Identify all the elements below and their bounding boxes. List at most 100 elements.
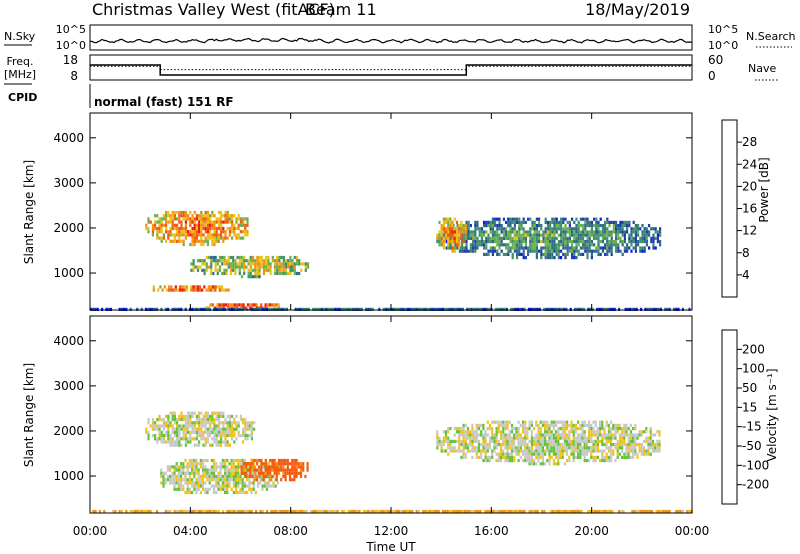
heatmap-cell [217, 307, 220, 311]
heatmap-cell [215, 236, 218, 240]
velocity-heatmap [92, 411, 693, 514]
power-heatmap [90, 210, 691, 311]
heatmap-cell [195, 236, 198, 240]
heatmap-cell [211, 210, 214, 215]
heatmap-cell [235, 490, 238, 495]
heatmap-cell [223, 255, 226, 260]
heatmap-cell [217, 434, 220, 438]
heatmap-cell [228, 217, 231, 221]
heatmap-cell [180, 424, 183, 428]
heatmap-cell [607, 446, 610, 450]
heatmap-cell [516, 220, 519, 224]
x-tick-label: 04:00 [173, 524, 208, 538]
heatmap-cell [623, 436, 626, 440]
heatmap-cell [616, 455, 619, 459]
heatmap-cell [513, 217, 516, 221]
heatmap-cell [566, 446, 569, 450]
heatmap-cell [275, 471, 278, 475]
heatmap-cell [267, 268, 270, 272]
heatmap-cell [493, 436, 496, 440]
heatmap-cell [232, 259, 235, 263]
heatmap-cell [603, 433, 606, 437]
heatmap-cell [288, 471, 292, 475]
heatmap-cell [246, 307, 249, 311]
heatmap-cell [198, 285, 202, 289]
heatmap-cell [641, 236, 644, 240]
heatmap-cell [621, 230, 624, 234]
heatmap-cell [213, 509, 216, 514]
heatmap-cell [202, 481, 205, 485]
heatmap-cell [590, 224, 593, 228]
heatmap-cell [590, 230, 593, 234]
heatmap-cell [559, 436, 562, 440]
heatmap-cell [455, 236, 459, 240]
heatmap-cell [226, 478, 229, 482]
heatmap-cell [171, 217, 174, 221]
heatmap-cell [601, 224, 604, 228]
heatmap-cell [200, 424, 203, 428]
heatmap-cell [222, 214, 225, 218]
heatmap-cell [549, 230, 552, 234]
heatmap-cell [524, 246, 527, 250]
heatmap-cell [608, 246, 611, 250]
heatmap-cell [221, 462, 224, 466]
heatmap-cell [197, 478, 200, 482]
heatmap-cell [506, 439, 509, 443]
heatmap-cell [544, 420, 547, 424]
heatmap-cell [574, 436, 577, 440]
heatmap-cell [615, 240, 618, 244]
heatmap-cell [550, 433, 553, 437]
heatmap-cell [531, 243, 534, 247]
heatmap-cell [526, 452, 529, 456]
heatmap-cell [447, 220, 450, 224]
heatmap-cell [625, 455, 628, 459]
heatmap-cell [637, 509, 640, 514]
heatmap-cell [228, 434, 231, 438]
heatmap-cell [626, 243, 629, 247]
heatmap-cell [596, 436, 599, 440]
heatmap-cell [451, 249, 454, 253]
heatmap-cell [268, 484, 271, 488]
heatmap-cell [546, 224, 549, 228]
heatmap-cell [524, 436, 527, 440]
freq-tick-top: 18 [63, 53, 78, 67]
heatmap-cell [164, 509, 167, 514]
heatmap-cell [535, 233, 538, 237]
heatmap-cell [549, 509, 552, 514]
heatmap-cell [442, 224, 445, 228]
heatmap-cell [347, 509, 350, 514]
heatmap-cell [601, 236, 604, 240]
heatmap-cell [188, 474, 191, 479]
heatmap-cell [439, 307, 442, 311]
heatmap-cell [519, 443, 522, 447]
heatmap-cell [235, 217, 238, 221]
heatmap-cell [658, 439, 661, 443]
heatmap-cell [649, 436, 652, 440]
heatmap-cell [550, 439, 553, 443]
heatmap-cell [502, 233, 505, 237]
heatmap-cell [555, 227, 558, 231]
heatmap-cell [681, 509, 684, 514]
heatmap-cell [559, 449, 562, 453]
heatmap-cell [191, 242, 194, 247]
heatmap-cell [175, 487, 178, 491]
heatmap-cell [639, 227, 642, 231]
heatmap-cell [233, 430, 236, 434]
heatmap-cell [577, 452, 580, 456]
heatmap-cell [276, 271, 279, 276]
heatmap-cell [453, 439, 456, 443]
heatmap-cell [215, 217, 218, 221]
heatmap-cell [550, 436, 553, 440]
heatmap-cell [570, 427, 573, 431]
heatmap-cell [151, 424, 154, 428]
heatmap-cell [438, 436, 441, 440]
heatmap-cell [599, 433, 602, 437]
heatmap-cell [402, 509, 405, 514]
heatmap-cell [460, 220, 463, 224]
heatmap-cell [516, 240, 519, 244]
heatmap-cell [175, 468, 178, 472]
heatmap-cell [557, 433, 560, 437]
heatmap-cell [453, 446, 456, 450]
heatmap-cell [303, 307, 306, 311]
heatmap-cell [211, 411, 214, 415]
